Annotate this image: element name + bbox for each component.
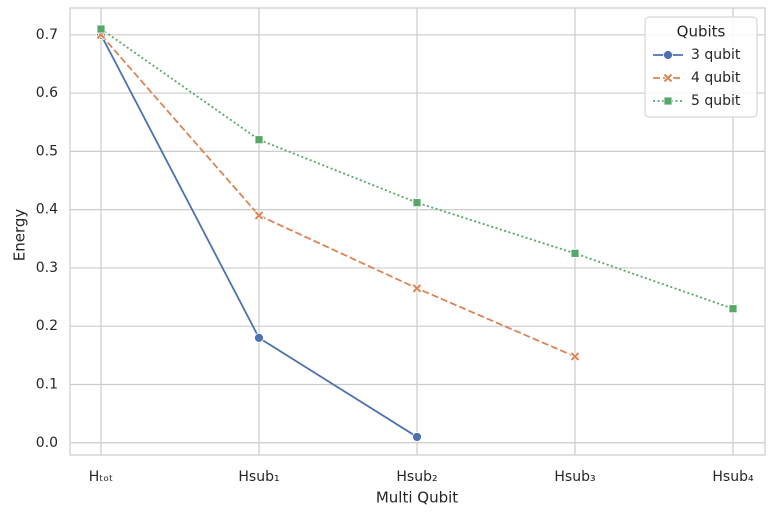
marker: [411, 282, 423, 294]
legend-label: 3 qubit: [691, 47, 741, 63]
marker: [254, 135, 264, 145]
legend-box: [644, 16, 758, 118]
marker: [662, 72, 674, 84]
marker: [663, 50, 673, 60]
y-tick-label: 0.2: [36, 318, 58, 334]
y-tick-label: 0.1: [36, 376, 58, 392]
y-tick-label: 0.6: [36, 85, 58, 101]
y-tick-label: 0.3: [36, 260, 58, 276]
y-tick-label: 0.4: [36, 202, 58, 218]
y-tick-label: 0.5: [36, 143, 58, 159]
marker: [412, 198, 422, 208]
marker: [254, 332, 264, 343]
y-tick-label: 0.0: [36, 435, 58, 451]
legend-label: 5 qubit: [691, 93, 741, 109]
legend-title: Qubits: [677, 23, 726, 41]
marker: [569, 351, 581, 362]
legend-label: 4 qubit: [691, 70, 741, 86]
x-tick-label: Hsub₁: [238, 469, 279, 485]
marker: [96, 24, 106, 34]
x-tick-label: Hsub₂: [396, 469, 437, 485]
marker: [412, 432, 422, 442]
marker: [570, 248, 580, 258]
marker: [253, 210, 265, 221]
marker: [663, 96, 673, 106]
marker: [728, 304, 738, 314]
x-tick-label: Hₜₒₜ: [89, 469, 114, 485]
x-tick-label: Hsub₃: [554, 469, 595, 485]
y-tick-label: 0.7: [36, 27, 58, 43]
x-axis-label: Multi Qubit: [376, 489, 458, 507]
y-axis-label: Energy: [11, 209, 29, 262]
legend: Qubits 3 qubit 4 qubit 5 qubit: [644, 16, 758, 118]
series-line: [100, 34, 576, 358]
x-tick-label: Hsub₄: [712, 469, 754, 485]
